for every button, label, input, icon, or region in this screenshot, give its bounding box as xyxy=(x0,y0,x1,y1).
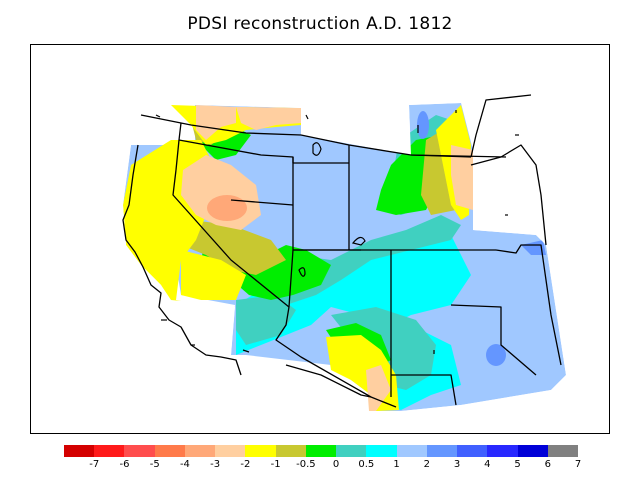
nd-sd-line xyxy=(470,94,532,158)
ut-az-line xyxy=(275,249,397,408)
legend-label: -3 xyxy=(210,459,221,470)
legend-label: 0.5 xyxy=(358,459,375,470)
pdsi-olive-zone xyxy=(181,117,461,275)
legend-swatch xyxy=(184,445,216,457)
legend-label: 0 xyxy=(332,459,340,470)
pdsi-wet-spot-2 xyxy=(521,240,546,255)
legend-swatch xyxy=(457,445,488,457)
legend-label: 3 xyxy=(453,459,461,470)
color-legend: -7 -6 -5 -4 -3 -2 -1 -0.5 0 0.5 1 2 3 4 5 6 7 xyxy=(64,445,582,475)
mask-north-east xyxy=(473,45,609,375)
lake-mark-2 xyxy=(351,236,366,246)
pdsi-wet-spot-3 xyxy=(417,111,429,139)
pdsi-map-svg xyxy=(31,45,609,433)
legend-swatch xyxy=(64,445,95,457)
ocean-mask xyxy=(31,45,609,433)
nm-tx-line xyxy=(391,374,457,406)
legend-swatch xyxy=(396,445,427,457)
legend-label: -1 xyxy=(270,459,281,470)
ca-nv-line xyxy=(172,169,290,308)
ok-line xyxy=(495,244,562,366)
legend-label: -4 xyxy=(179,459,190,470)
legend-swatch xyxy=(366,445,397,457)
gulf-coast xyxy=(285,364,372,398)
pdsi-yellow-zone xyxy=(123,105,471,411)
ocean-mask-west xyxy=(31,45,371,433)
legend-swatch xyxy=(305,445,337,457)
water-marks xyxy=(155,110,519,354)
legend-swatch xyxy=(487,445,518,457)
ks-line xyxy=(450,304,537,376)
pdsi-beige-zone xyxy=(181,105,473,411)
lake-mark-5 xyxy=(305,114,309,120)
lake-mark-4 xyxy=(155,114,161,118)
lake-mark-3 xyxy=(298,267,306,277)
legend-swatch xyxy=(275,445,306,457)
legend-swatch xyxy=(547,445,578,457)
legend-swatch xyxy=(154,445,185,457)
pdsi-map xyxy=(30,44,610,434)
legend-swatch xyxy=(94,445,125,457)
nv-ut-line xyxy=(230,199,294,206)
legend-swatch xyxy=(215,445,246,457)
legend-swatch xyxy=(517,445,548,457)
pdsi-dry-patch xyxy=(207,195,247,221)
legend-label: -7 xyxy=(89,459,100,470)
mask-north xyxy=(131,45,473,155)
map-title: PDSI reconstruction A.D. 1812 xyxy=(187,14,453,34)
legend-color-bar xyxy=(64,445,578,457)
legend-label: -0.5 xyxy=(296,459,316,470)
legend-label: 4 xyxy=(484,459,491,470)
legend-label: 1 xyxy=(393,459,400,470)
state-boundaries xyxy=(122,94,562,408)
dakota-line xyxy=(470,144,547,246)
legend-swatch xyxy=(245,445,276,457)
coastline xyxy=(122,144,242,376)
legend-label: 7 xyxy=(574,459,582,470)
legend-swatch xyxy=(124,445,155,457)
legend-label: 5 xyxy=(514,459,521,470)
legend-label: -2 xyxy=(240,459,251,470)
legend-label: 2 xyxy=(423,459,430,470)
legend-label: -6 xyxy=(119,459,130,470)
pdsi-green-zone xyxy=(201,125,441,370)
legend-swatch xyxy=(336,445,367,457)
legend-labels: -7 -6 -5 -4 -3 -2 -1 -0.5 0 0.5 1 2 3 4 5 6 7 xyxy=(64,459,582,473)
pdsi-field xyxy=(123,103,566,411)
great-salt-lake xyxy=(312,142,322,156)
legend-label: -5 xyxy=(149,459,160,470)
legend-label: 6 xyxy=(544,459,551,470)
island-mark-3 xyxy=(242,349,250,353)
pdsi-wet-spot-1 xyxy=(486,344,506,366)
sd-ne-line xyxy=(410,154,507,158)
legend-swatch xyxy=(426,445,458,457)
mt-line xyxy=(292,157,349,164)
mask-southeast xyxy=(371,375,609,433)
